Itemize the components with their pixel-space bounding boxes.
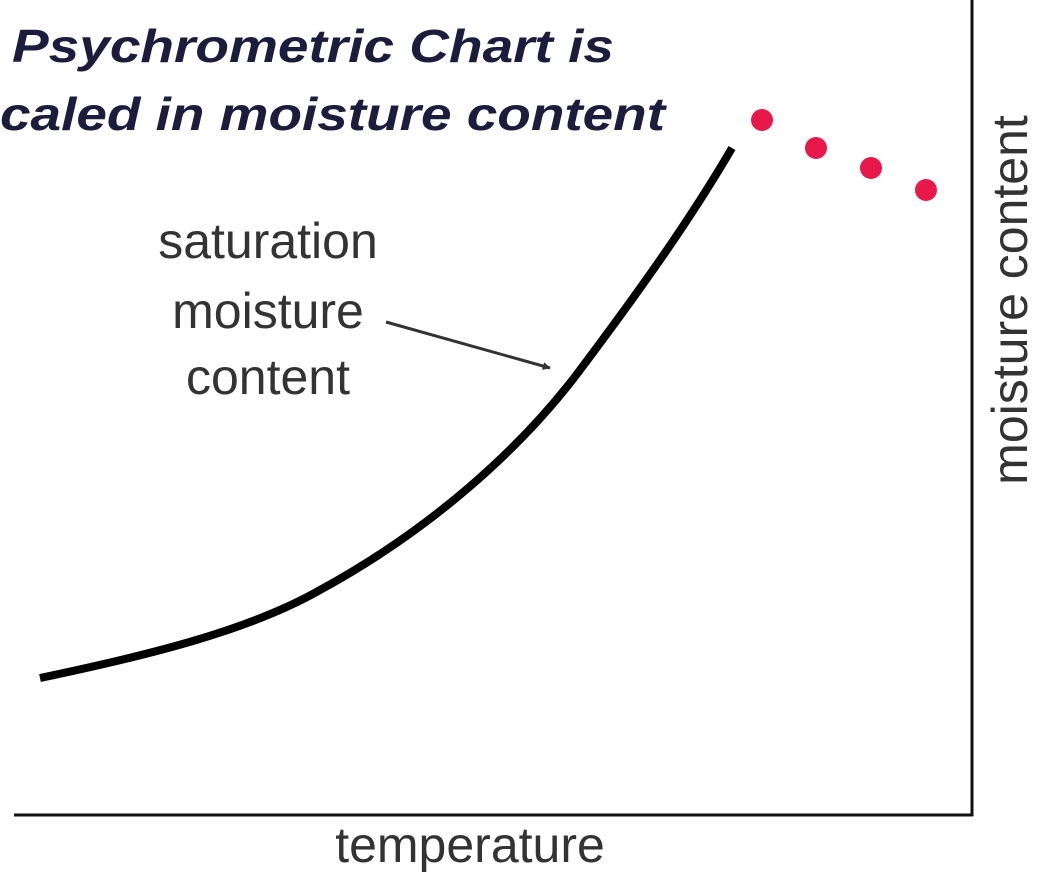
- title-line: caled in moisture content: [0, 88, 667, 140]
- title-line: Psychrometric Chart is: [12, 20, 614, 72]
- dot: [860, 157, 882, 179]
- continuation-dots: [751, 109, 937, 201]
- x-axis-label: temperature: [335, 817, 605, 872]
- dot: [751, 109, 773, 131]
- annotation-line: saturation: [158, 213, 378, 269]
- dot: [805, 137, 827, 159]
- annotation-line: moisture: [172, 283, 364, 339]
- saturation-curve: [39, 145, 736, 682]
- annotation-line: content: [186, 349, 350, 405]
- annotation-arrow: [385, 320, 551, 370]
- y-axis-label: moisture content: [982, 115, 1037, 485]
- dot: [915, 179, 937, 201]
